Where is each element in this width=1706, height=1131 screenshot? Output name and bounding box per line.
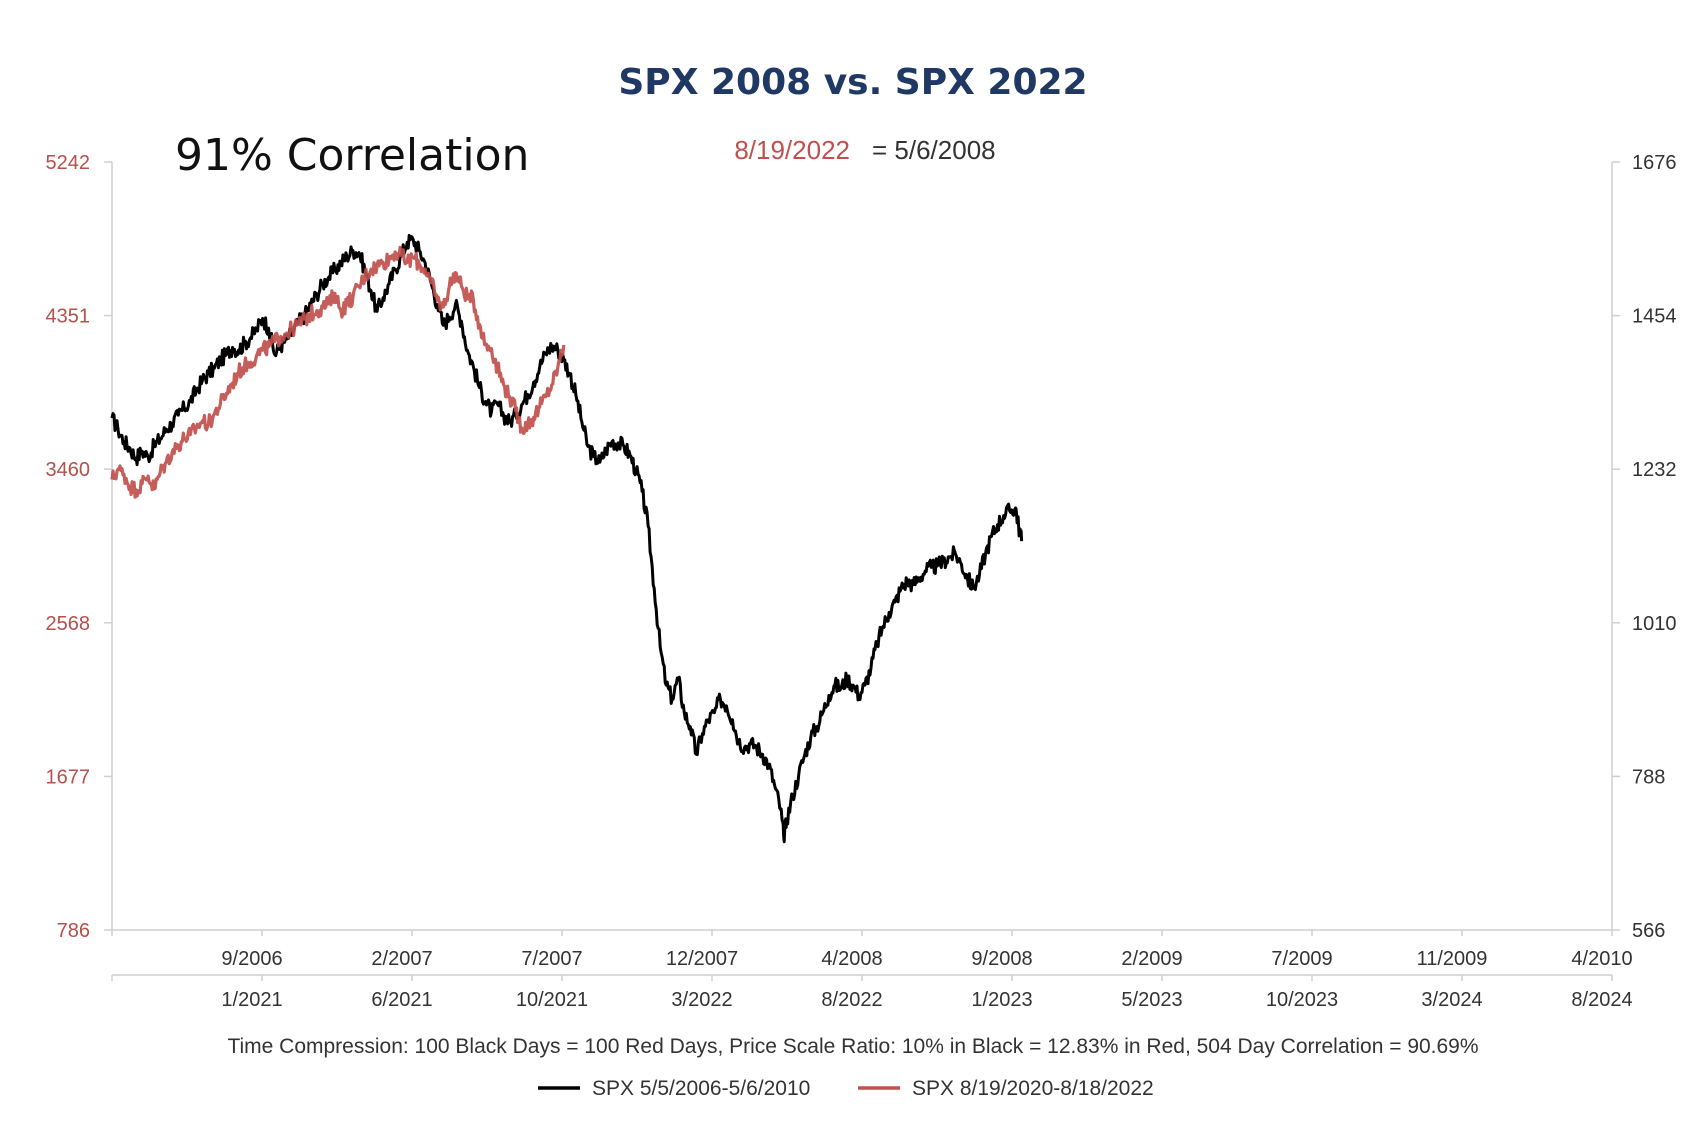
x-tick-label-red: 10/2021 <box>516 989 588 1011</box>
x-tick-label-black: 4/2010 <box>1571 948 1632 970</box>
x-axis-red-ticks: 1/2021 6/2021 10/2021 3/2022 8/2022 1/2023 5/2… <box>111 975 1633 1011</box>
left-tick-label: 4351 <box>46 306 91 328</box>
x-tick-label-black: 7/2007 <box>521 948 582 970</box>
right-tick-label: 788 <box>1632 766 1665 788</box>
x-tick-label-red: 1/2021 <box>221 989 282 1011</box>
series-line-black <box>110 233 1024 844</box>
series-layer <box>110 233 1024 844</box>
x-tick-label-black: 12/2007 <box>666 948 738 970</box>
plot-frame <box>111 162 1613 976</box>
right-tick-label: 1454 <box>1632 306 1677 328</box>
x-tick-label-red: 3/2024 <box>1421 989 1482 1011</box>
x-tick-label-red: 6/2021 <box>371 989 432 1011</box>
x-tick-label-black: 2/2007 <box>371 948 432 970</box>
right-axis-ticks: 1676 1454 1232 1010 788 566 <box>1612 152 1677 942</box>
left-tick-label: 2568 <box>46 613 91 635</box>
series-line-red <box>110 245 566 499</box>
left-tick-label: 3460 <box>46 459 91 481</box>
x-tick-label-black: 9/2008 <box>971 948 1032 970</box>
legend-label-black: SPX 5/5/2006-5/6/2010 <box>592 1077 810 1100</box>
annotation-red-date: 8/19/2022 <box>734 135 850 165</box>
x-tick-label-black: 11/2009 <box>1417 948 1488 970</box>
x-tick-label-red: 5/2023 <box>1121 989 1182 1011</box>
right-tick-label: 566 <box>1632 920 1665 942</box>
chart-title: SPX 2008 vs. SPX 2022 <box>618 62 1087 103</box>
left-axis-ticks: 5242 4351 3460 2568 1677 786 <box>46 152 112 942</box>
x-tick-label-black: 7/2009 <box>1271 948 1332 970</box>
x-tick-label-red: 8/2022 <box>821 989 882 1011</box>
x-tick-label-black: 2/2009 <box>1121 948 1182 970</box>
right-tick-label: 1010 <box>1632 613 1677 635</box>
annotation-black-date: = 5/6/2008 <box>872 135 996 165</box>
x-tick-label-black: 4/2008 <box>821 948 882 970</box>
x-tick-label-red: 8/2024 <box>1571 989 1632 1011</box>
x-tick-label-black: 9/2006 <box>221 948 282 970</box>
x-axis-black-ticks: 9/2006 2/2007 7/2007 12/2007 4/2008 9/2008 2/2… <box>111 930 1633 970</box>
left-tick-label: 1677 <box>46 766 91 788</box>
x-tick-label-red: 3/2022 <box>671 989 732 1011</box>
right-tick-label: 1676 <box>1632 152 1677 174</box>
right-tick-label: 1232 <box>1632 459 1677 481</box>
footnote: Time Compression: 100 Black Days = 100 R… <box>227 1035 1478 1058</box>
x-tick-label-red: 1/2023 <box>971 989 1032 1011</box>
legend-label-red: SPX 8/19/2020-8/18/2022 <box>912 1077 1154 1100</box>
left-tick-label: 5242 <box>46 152 91 174</box>
correlation-annotation: 91% Correlation <box>175 130 529 181</box>
x-tick-label-red: 10/2023 <box>1266 989 1338 1011</box>
left-tick-label: 786 <box>57 920 90 942</box>
legend: SPX 5/5/2006-5/6/2010 SPX 8/19/2020-8/18… <box>538 1077 1154 1100</box>
